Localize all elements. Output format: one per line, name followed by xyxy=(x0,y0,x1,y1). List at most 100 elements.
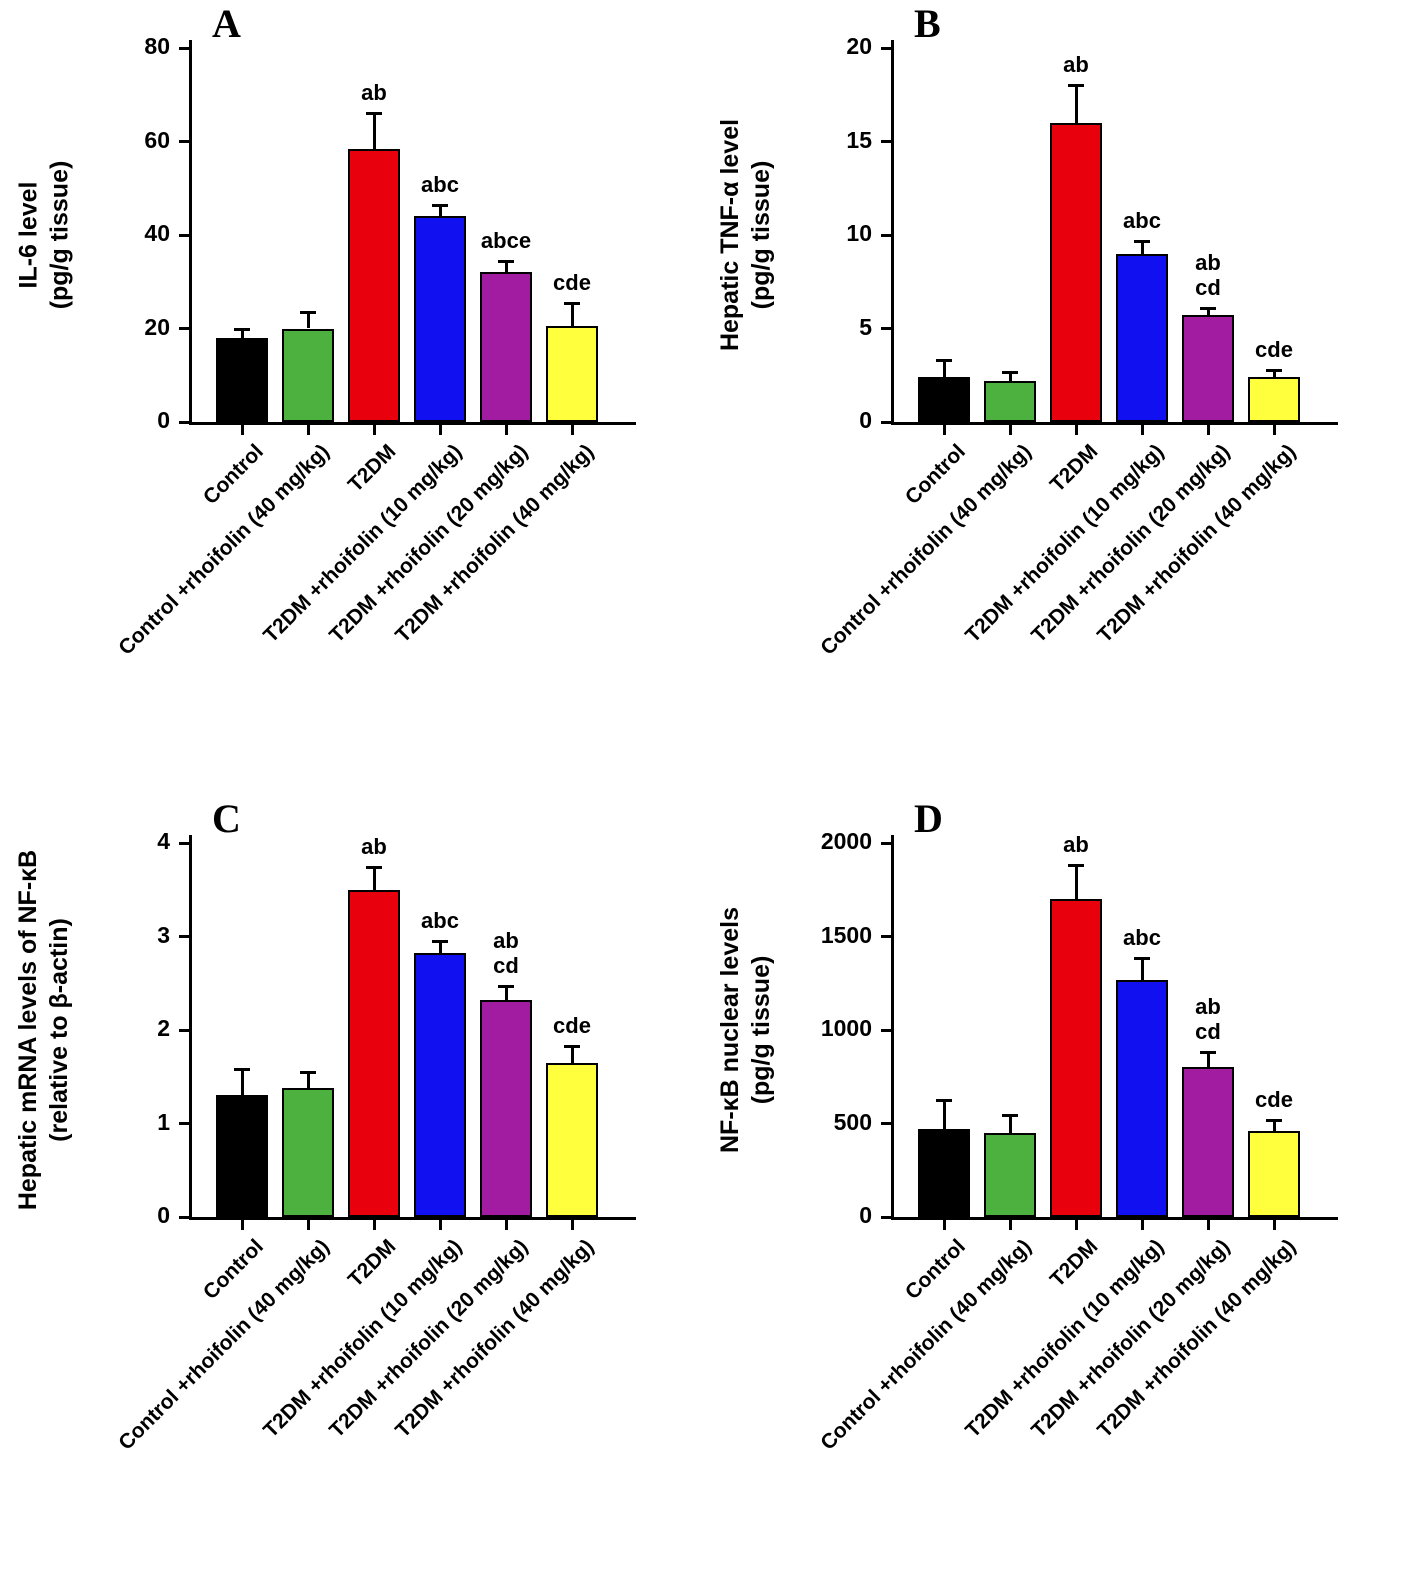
x-tick xyxy=(438,425,442,435)
x-tick xyxy=(1140,1220,1144,1230)
panel-letter: B xyxy=(914,1,941,46)
y-tick-label: 1000 xyxy=(820,1015,872,1041)
error-bar-cap xyxy=(234,327,250,331)
sig-label: abc xyxy=(365,908,515,933)
y-tick xyxy=(179,46,189,50)
bar xyxy=(984,1132,1036,1217)
error-bar-line xyxy=(438,204,442,217)
y-axis-title-line: (pg/g tissue) xyxy=(747,955,776,1105)
error-bar-line xyxy=(504,260,508,273)
y-tick-label: 500 xyxy=(833,1108,872,1135)
bar xyxy=(348,148,400,422)
sig-line: ab xyxy=(361,834,387,860)
y-tick-label: 40 xyxy=(144,220,170,246)
sig-label: cde xyxy=(497,1013,647,1038)
sig-label: ab cd xyxy=(1133,250,1283,300)
error-bar-cap xyxy=(366,866,382,870)
y-tick xyxy=(179,1215,189,1219)
x-tick-label: T2DM xyxy=(343,1235,401,1292)
sig-line: ab xyxy=(1063,831,1089,857)
x-tick xyxy=(372,425,376,435)
x-axis xyxy=(189,1217,636,1220)
bar xyxy=(282,328,334,422)
y-axis-title-line: IL-6 level xyxy=(14,181,43,289)
error-bar-line xyxy=(942,1100,946,1130)
x-tick xyxy=(1074,1220,1078,1230)
y-axis-title: Hepatic mRNA levels of NF-κB (relative to… xyxy=(2,843,86,1217)
error-bar-line xyxy=(1074,864,1078,900)
error-bar-cap xyxy=(1068,863,1084,867)
y-tick xyxy=(881,935,891,938)
x-tick xyxy=(1008,1220,1012,1230)
y-tick-label: 10 xyxy=(846,220,872,246)
y-tick xyxy=(881,46,891,50)
y-tick xyxy=(881,1122,891,1125)
x-axis xyxy=(891,1217,1338,1220)
error-bar-cap xyxy=(1134,239,1150,243)
sig-label: cde xyxy=(1199,1087,1349,1112)
x-tick xyxy=(438,1220,442,1230)
y-axis-title-text: NF-κB nuclear levels (pg/g tissue) xyxy=(715,907,777,1153)
error-bar-line xyxy=(1272,1119,1276,1131)
x-tick xyxy=(570,425,574,435)
y-axis-title-line: NF-κB nuclear levels xyxy=(716,907,745,1153)
x-tick xyxy=(942,1220,946,1230)
error-bar-line xyxy=(1140,240,1144,254)
y-axis xyxy=(189,835,192,1217)
bar xyxy=(984,380,1036,422)
sig-line: abc xyxy=(1123,925,1161,950)
error-bar-line xyxy=(1206,307,1210,316)
error-bar-cap xyxy=(234,1068,250,1072)
error-bar-line xyxy=(1008,1115,1012,1133)
sig-line: ab xyxy=(1063,52,1089,78)
error-bar-cap xyxy=(1002,1114,1018,1118)
chart-panel-d: D 0 500 1000 1500 2000 NF-κB nuclear levels (p… xyxy=(702,795,1404,1590)
bar xyxy=(480,1000,532,1217)
sig-line: ab xyxy=(1195,249,1221,275)
y-tick xyxy=(881,1028,891,1032)
y-axis-title: NF-κB nuclear levels (pg/g tissue) xyxy=(704,843,788,1217)
error-bar-line xyxy=(372,113,376,149)
sig-line: ab xyxy=(361,80,387,106)
error-bar-cap xyxy=(1200,1050,1216,1054)
error-bar-cap xyxy=(1266,1118,1282,1122)
y-tick xyxy=(179,327,189,330)
sig-line: ab xyxy=(493,928,519,954)
y-axis-title-line: Hepatic mRNA levels of NF-κB xyxy=(14,849,42,1211)
y-axis xyxy=(189,40,192,422)
error-bar-cap xyxy=(366,112,382,116)
sig-label: abc xyxy=(1067,208,1217,233)
x-tick xyxy=(570,1220,574,1230)
error-bar-cap xyxy=(300,311,316,315)
sig-label: abc xyxy=(1067,925,1217,950)
error-bar-line xyxy=(570,302,574,327)
y-axis-title-line: (relative to β-actin) xyxy=(45,918,73,1142)
error-bar-line xyxy=(240,328,244,338)
bar xyxy=(546,326,598,422)
x-tick xyxy=(1272,425,1276,435)
chart-panel-c: C 0 1 2 3 4 Hepatic mRNA levels of NF-κB (rela… xyxy=(0,795,702,1590)
x-tick xyxy=(1272,1220,1276,1230)
y-axis xyxy=(891,40,894,422)
error-bar-cap xyxy=(1266,368,1282,372)
bar xyxy=(282,1087,334,1217)
bar xyxy=(918,1129,970,1217)
y-tick-label: 3 xyxy=(157,921,170,948)
y-tick-label: 0 xyxy=(157,407,170,433)
error-bar-cap xyxy=(1134,957,1150,960)
bar xyxy=(1248,377,1300,422)
x-tick xyxy=(240,425,244,435)
x-tick xyxy=(306,1220,310,1230)
sig-line: abc xyxy=(421,171,459,197)
error-bar-cap xyxy=(498,985,514,989)
y-tick-label: 0 xyxy=(859,407,872,433)
error-bar-cap xyxy=(564,1044,580,1048)
panel-letter: D xyxy=(914,796,943,841)
y-axis-title-line: Hepatic TNF-α level xyxy=(716,118,744,352)
error-bar-line xyxy=(1272,369,1276,378)
sig-line: cd xyxy=(1195,274,1221,300)
panel-letter: C xyxy=(212,796,241,841)
x-tick-label: T2DM xyxy=(1045,440,1103,497)
y-tick-label: 0 xyxy=(157,1202,170,1228)
error-bar-line xyxy=(306,312,310,329)
